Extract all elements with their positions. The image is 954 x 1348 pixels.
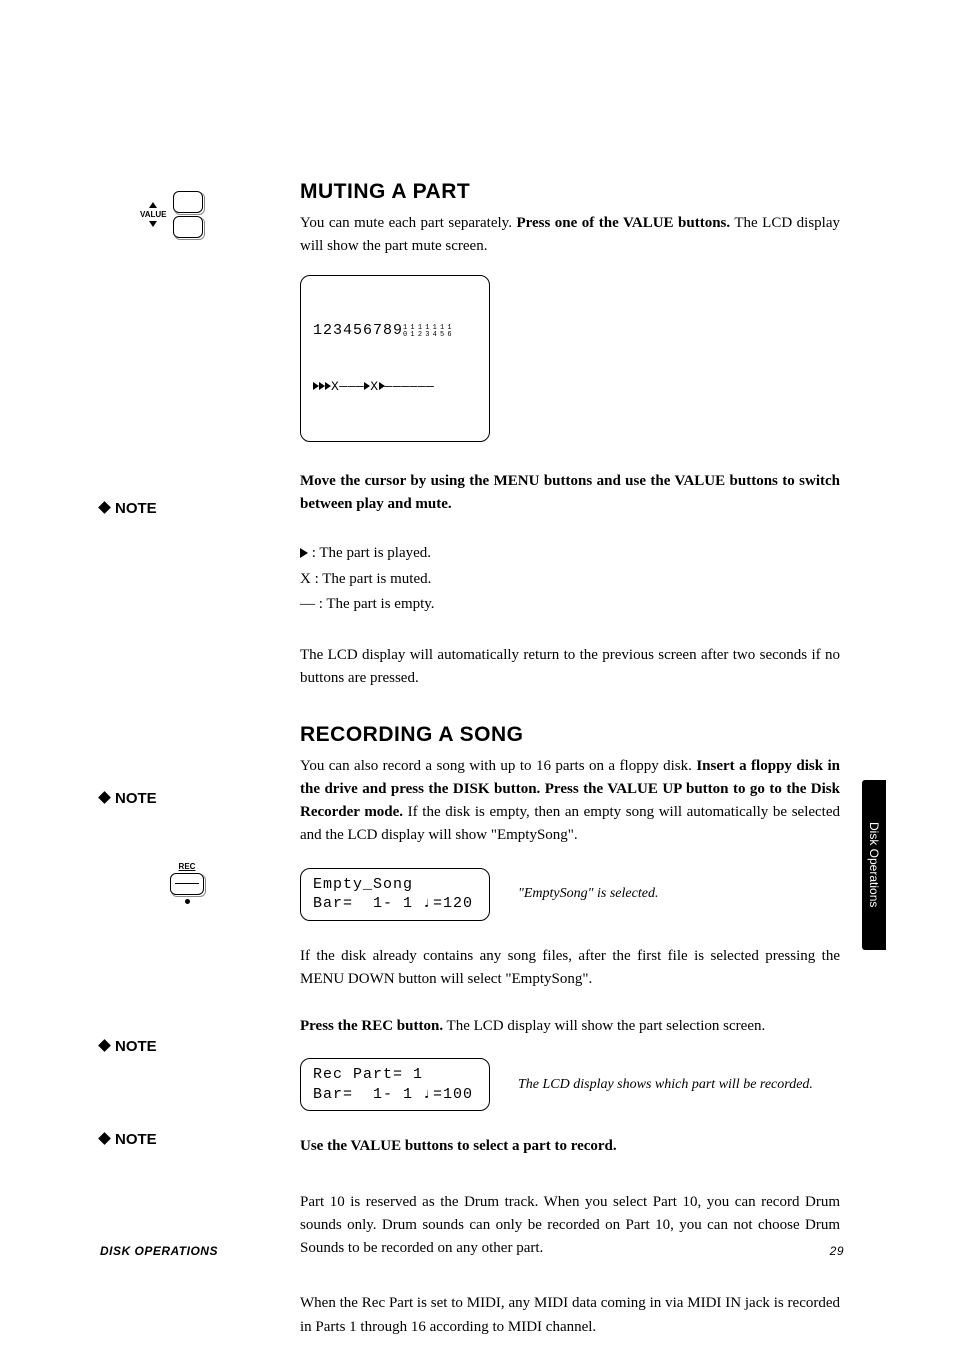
diamond-icon xyxy=(98,501,111,514)
lcd-mute-screen: 1234567891 1 1 1 1 1 10 1 2 3 4 5 6 X———… xyxy=(300,275,490,442)
lcd-recpart-caption: The LCD display shows which part will be… xyxy=(518,1077,813,1093)
recording-p3: Use the VALUE buttons to select a part t… xyxy=(300,1135,840,1158)
footer-section: DISK OPERATIONS xyxy=(100,1244,218,1258)
legend-mute: X : The part is muted. xyxy=(300,568,840,591)
value-label: VALUE xyxy=(140,210,167,219)
rec-label: REC xyxy=(170,862,204,871)
note1-label: NOTE xyxy=(100,500,157,518)
note3-label: NOTE xyxy=(100,1038,157,1056)
page-number: 29 xyxy=(830,1244,844,1258)
value-up-button-icon xyxy=(173,191,203,213)
muting-intro-text: You can mute each part separately. xyxy=(300,215,516,231)
recording-p1: You can also record a song with up to 16… xyxy=(300,755,840,848)
muting-intro: You can mute each part separately. Press… xyxy=(300,212,840,259)
rec-button-icon xyxy=(170,873,204,895)
lcd-mute-status-line: X———X—————— xyxy=(313,379,477,396)
legend-empty: — : The part is empty. xyxy=(300,593,840,616)
triangle-down-icon xyxy=(149,221,157,227)
value-buttons-diagram: VALUE xyxy=(140,188,203,241)
page: VALUE MUTING A PART You can mute each pa… xyxy=(0,0,954,1348)
diamond-icon xyxy=(98,1039,111,1052)
lcd-emptysong-caption: "EmptySong" is selected. xyxy=(518,886,658,902)
note4-label: NOTE xyxy=(100,1131,157,1149)
footer: DISK OPERATIONS 29 xyxy=(100,1244,844,1258)
lcd-recpart-row: Rec Part= 1 Bar= 1- 1 ♩=100 The LCD disp… xyxy=(300,1048,840,1121)
lcd-parts-10-16: 1 1 1 1 1 1 10 1 2 3 4 5 6 xyxy=(403,325,473,340)
triangle-up-icon xyxy=(149,202,157,208)
play-triangle-icon xyxy=(300,548,308,558)
rec-button-diagram: REC xyxy=(170,862,204,904)
legend-play: : The part is played. xyxy=(300,542,840,565)
note1-text: The LCD display will automatically retur… xyxy=(300,644,840,691)
side-tab: Disk Operations xyxy=(862,780,886,950)
recording-p2: Press the REC button. The LCD display wi… xyxy=(300,1015,840,1038)
value-down-button-icon xyxy=(173,216,203,238)
lcd-recpart: Rec Part= 1 Bar= 1- 1 ♩=100 xyxy=(300,1058,490,1111)
diamond-icon xyxy=(98,791,111,804)
main-content: MUTING A PART You can mute each part sep… xyxy=(300,180,840,1339)
recording-heading: RECORDING A SONG xyxy=(300,723,840,747)
muting-instruction: Move the cursor by using the MENU button… xyxy=(300,470,840,517)
lcd-emptysong-row: Empty_Song Bar= 1- 1 ♩=120 "EmptySong" i… xyxy=(300,858,840,931)
lcd-parts-1-9: 123456789 xyxy=(313,321,403,341)
note2-label: NOTE xyxy=(100,790,157,808)
muting-heading: MUTING A PART xyxy=(300,180,840,204)
note4-text: When the Rec Part is set to MIDI, any MI… xyxy=(300,1292,840,1339)
diamond-icon xyxy=(98,1132,111,1145)
lcd-emptysong: Empty_Song Bar= 1- 1 ♩=120 xyxy=(300,868,490,921)
rec-dot-icon xyxy=(185,899,190,904)
muting-intro-bold: Press one of the VALUE buttons. xyxy=(516,215,730,231)
note2-text: If the disk already contains any song fi… xyxy=(300,945,840,992)
